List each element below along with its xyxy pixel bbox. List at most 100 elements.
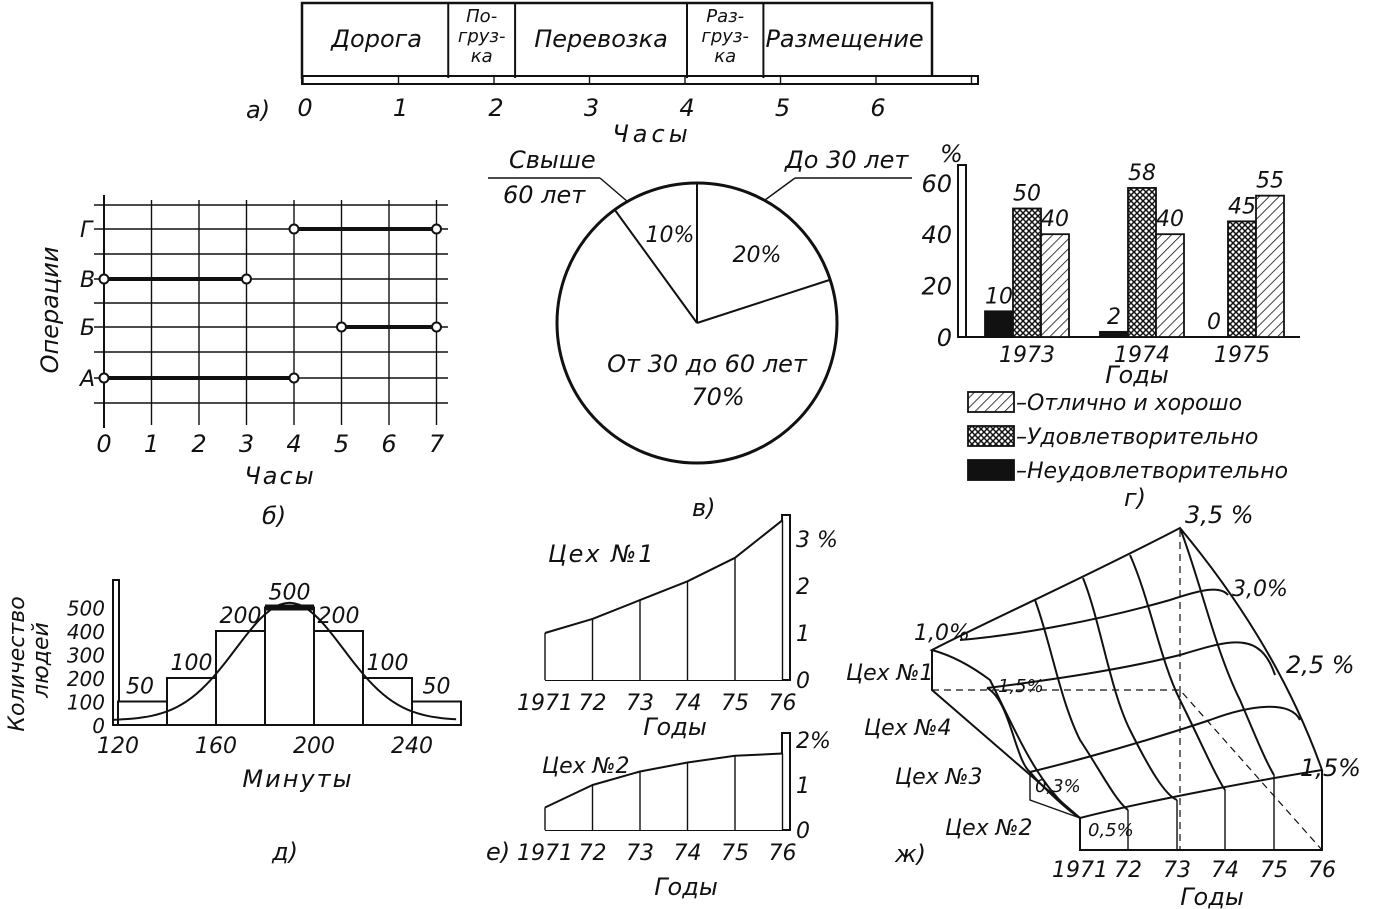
surface-value-label: 1,5% [1300,754,1361,782]
stage-label: По- [466,6,497,27]
x-tick-label: 0 [96,430,111,458]
bar-value-label: 58 [1128,161,1156,186]
bar-1973-1 [1012,207,1042,338]
over60-leader [599,177,629,203]
operation-label: А [78,367,95,392]
x-tick-label: 7 [429,430,445,458]
operation-label: Г [80,218,94,243]
stage-label: Размещение [765,25,923,53]
panel-e-label: д) [271,838,298,866]
legend-label: –Неудовлетворительно [1016,459,1288,484]
gantt-start-node [336,321,347,333]
y-tick-label: 60 [921,170,952,198]
bar-value-label: 2 [1107,305,1121,330]
shop1-area-line [544,519,784,634]
x-tick-label: 75 [721,691,749,716]
surface-value-label: 3,5 % [1185,501,1254,529]
surface-outline [929,526,1324,820]
panel-d-yaxis [957,164,967,338]
pie-boundary-Свыше 60 лет [613,209,698,324]
x-tick-label: 1974 [1114,343,1170,368]
y-tick-label: 400 [67,620,105,644]
x-tick-label: 73 [626,691,654,716]
bar-1975-2 [1255,194,1285,338]
x-tick-label: 1971 [517,841,573,866]
shop-label: Цех №2 [945,816,1033,841]
panel-b-label: б) [262,502,286,530]
x-tick-label: 74 [674,841,702,866]
panel-d-xlabel: Годы [1105,361,1169,389]
x-tick-label: 72 [579,691,607,716]
under30-leader [764,177,796,201]
y-tick-label: 2% [796,729,831,754]
gantt-start-node [288,223,300,235]
panel-f-xlabel1: Годы [643,713,707,741]
x-tick-label: 1 [393,94,408,122]
y-tick-label: 20 [921,273,952,301]
panel-e-ylabel-line2: людей [29,622,54,699]
bar-value-label: 40 [1156,207,1184,232]
surface-year-curve-1 [1034,599,1129,811]
legend-label: –Отлично и хорошо [1016,391,1242,416]
shop2-area-line [544,752,783,809]
y-tick-label: 2 [796,575,810,600]
x-tick-label: 72 [579,841,607,866]
panel-b-xlabel: Часы [244,462,315,490]
hist-bar-5 [362,677,413,726]
x-tick-label: 76 [1308,858,1336,883]
gantt-end-node [241,273,252,285]
x-tick-label: 240 [391,734,433,759]
bar-1975-1 [1227,220,1257,338]
pie-label-30-60: От 30 до 60 лет [607,350,808,378]
legend-swatch [967,425,1015,447]
hist-bar-2 [215,630,266,726]
shop2-area-fill [545,753,783,830]
bar-value-label: 55 [1256,169,1284,194]
hist-value-label: 100 [367,651,409,676]
shop-label: Цех №3 [895,765,983,790]
y-tick-label: 0 [937,324,952,352]
bar-1973-0 [984,310,1014,338]
pie-pct-under30: 20% [733,243,782,268]
x-tick-label: 1 [144,430,159,458]
bar-value-label: 40 [1041,207,1069,232]
side-wall-line [1029,772,1081,819]
bar-value-label: 0 [1207,310,1221,335]
surface-shop-curve-2 [1029,705,1301,773]
surface-year-curve-3 [1129,554,1226,791]
bar-value-label: 10 [985,284,1013,309]
x-tick-label: 73 [626,841,654,866]
x-tick-label: 74 [674,691,702,716]
hist-value-label: 500 [269,581,311,606]
hist-value-label: 50 [423,675,451,700]
x-tick-label: 2 [191,430,206,458]
surface-shop-curve-0 [959,588,1229,641]
x-tick-label: 5 [334,430,349,458]
x-tick-label: 6 [381,430,396,458]
y-tick-label: 1 [796,774,810,799]
panel-f-title2: Цех №2 [542,754,630,779]
stage-label: Перевозка [534,25,668,53]
panel-f-title1: Цех №1 [548,540,655,568]
shop1-area-fill [545,520,783,680]
panel-c-label: в) [692,494,716,522]
shop-label: Цех №4 [864,716,952,741]
surface-value-label: 3,0% [1232,577,1288,602]
bar-1974-2 [1155,233,1185,338]
x-tick-label: 3 [584,94,599,122]
surface-value-label: 0,3% [1035,776,1081,797]
surface-shop-curve-1 [986,641,1276,689]
panel-a-xlabel: Часы [612,120,691,148]
panel-f-xlabel2: Годы [654,873,718,901]
x-tick-label: 1973 [999,343,1055,368]
pie-label-over60-line2: 60 лет [503,181,586,209]
surface-value-label: 2,5 % [1286,651,1355,679]
x-tick-label: 75 [1260,858,1288,883]
y-tick-label: 200 [67,667,105,691]
hist-value-label: 50 [126,675,154,700]
x-tick-label: 1971 [1052,858,1108,883]
surface-value-label: 0,5% [1088,820,1134,841]
x-tick-label: 2 [488,94,503,122]
